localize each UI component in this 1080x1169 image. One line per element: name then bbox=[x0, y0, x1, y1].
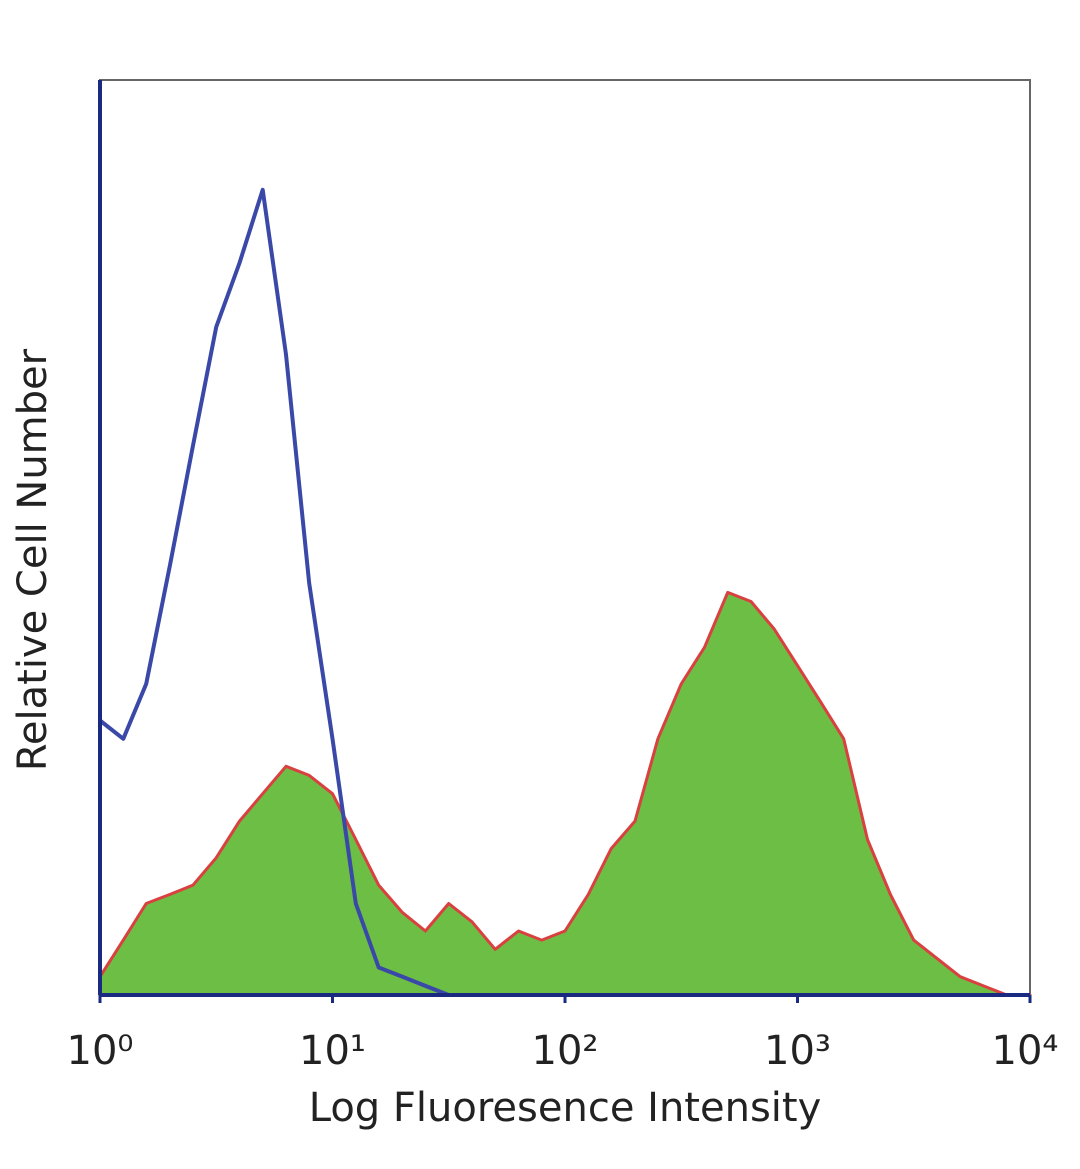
y-axis-label: Relative Cell Number bbox=[10, 348, 56, 771]
histogram-area bbox=[98, 590, 1032, 997]
x-tick-label: 10¹ bbox=[299, 1028, 366, 1074]
x-tick-label: 10⁴ bbox=[992, 1028, 1059, 1074]
x-axis-label: Log Fluoresence Intensity bbox=[309, 1085, 822, 1131]
x-tick-label: 10² bbox=[532, 1028, 599, 1074]
x-tick-label: 10³ bbox=[764, 1028, 831, 1074]
x-tick-label: 10⁰ bbox=[67, 1028, 134, 1074]
